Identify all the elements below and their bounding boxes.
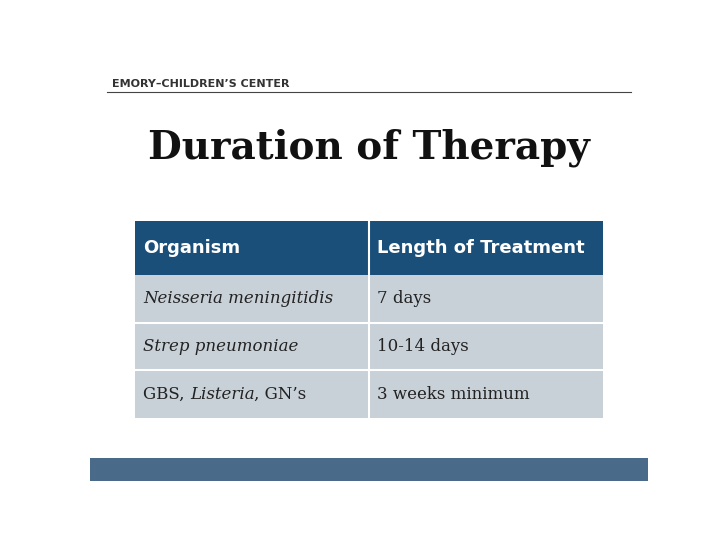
- Text: 10-14 days: 10-14 days: [377, 338, 469, 355]
- FancyBboxPatch shape: [90, 458, 648, 481]
- FancyBboxPatch shape: [135, 322, 603, 370]
- Text: , GN’s: , GN’s: [254, 386, 307, 403]
- Text: Length of Treatment: Length of Treatment: [377, 239, 585, 256]
- Text: Neisseria meningitidis: Neisseria meningitidis: [143, 290, 333, 307]
- Text: Organism: Organism: [143, 239, 240, 256]
- Text: 7 days: 7 days: [377, 290, 431, 307]
- FancyBboxPatch shape: [135, 275, 603, 322]
- Text: EMORY–CHILDREN’S CENTER: EMORY–CHILDREN’S CENTER: [112, 78, 290, 89]
- Text: Strep pneumoniae: Strep pneumoniae: [143, 338, 298, 355]
- Text: Listeria: Listeria: [190, 386, 254, 403]
- Text: Duration of Therapy: Duration of Therapy: [148, 129, 590, 167]
- Text: 3 weeks minimum: 3 weeks minimum: [377, 386, 530, 403]
- FancyBboxPatch shape: [135, 370, 603, 418]
- FancyBboxPatch shape: [135, 221, 603, 275]
- Text: GBS,: GBS,: [143, 386, 190, 403]
